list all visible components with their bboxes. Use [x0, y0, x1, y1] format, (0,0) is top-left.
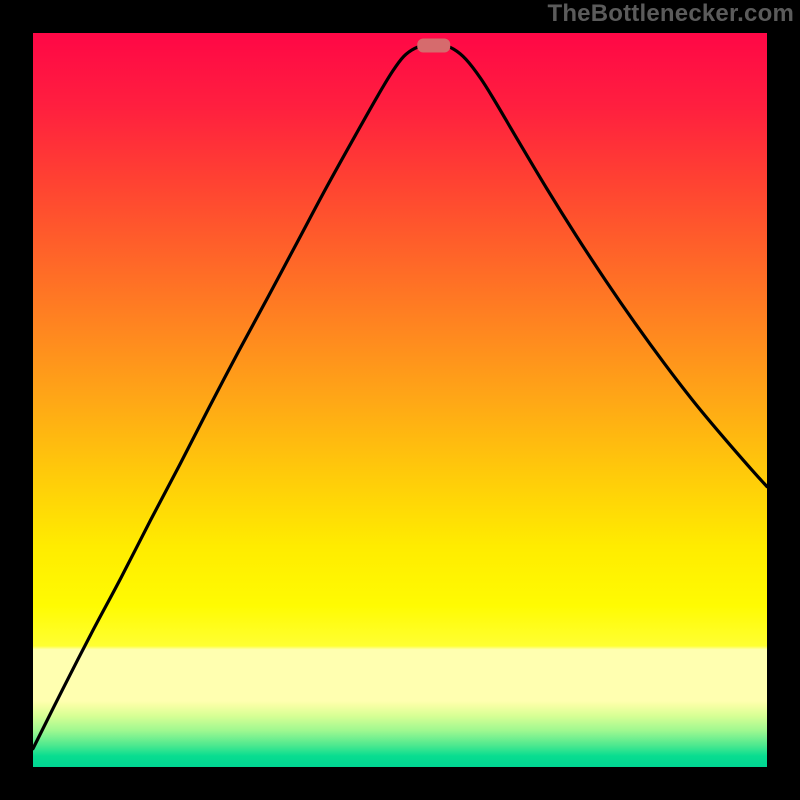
watermark-text: TheBottlenecker.com	[547, 0, 794, 28]
chart-gradient-background	[33, 33, 767, 767]
bottleneck-chart: TheBottlenecker.com	[0, 0, 800, 800]
optimal-marker	[417, 39, 450, 53]
chart-svg	[0, 0, 800, 800]
